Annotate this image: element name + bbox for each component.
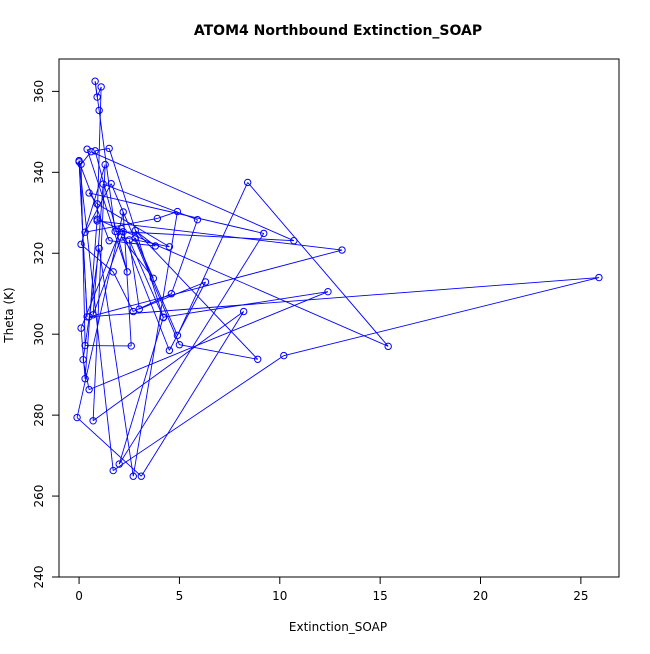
y-tick-label: 300 bbox=[32, 323, 46, 346]
y-tick-label: 280 bbox=[32, 404, 46, 427]
x-axis-label: Extinction_SOAP bbox=[289, 620, 387, 634]
x-tick-label: 5 bbox=[176, 589, 184, 603]
y-tick-label: 240 bbox=[32, 566, 46, 589]
y-tick-label: 360 bbox=[32, 80, 46, 103]
y-tick-label: 340 bbox=[32, 161, 46, 184]
y-axis-label: Theta (K) bbox=[2, 287, 16, 343]
x-tick-label: 10 bbox=[272, 589, 287, 603]
x-tick-label: 20 bbox=[473, 589, 488, 603]
chart-title: ATOM4 Northbound Extinction_SOAP bbox=[194, 23, 482, 39]
x-tick-label: 0 bbox=[75, 589, 83, 603]
x-tick-label: 15 bbox=[373, 589, 388, 603]
y-tick-label: 260 bbox=[32, 485, 46, 508]
x-tick-label: 25 bbox=[573, 589, 588, 603]
y-tick-label: 320 bbox=[32, 242, 46, 265]
